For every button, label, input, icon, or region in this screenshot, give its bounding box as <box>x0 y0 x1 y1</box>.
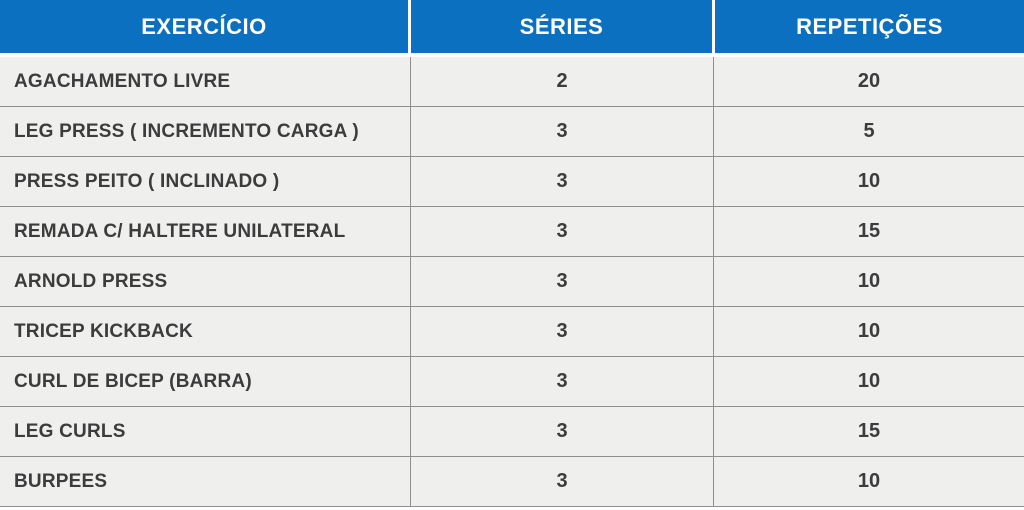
column-header-series: SÉRIES <box>411 0 712 53</box>
table-row: TRICEP KICKBACK 3 10 <box>0 307 1024 357</box>
table-row: LEG CURLS 3 15 <box>0 407 1024 457</box>
exercise-name: LEG CURLS <box>14 420 126 442</box>
repetitions-value: 20 <box>713 57 1024 106</box>
series-value: 3 <box>410 157 713 206</box>
table-row: LEG PRESS ( INCREMENTO CARGA ) 3 5 <box>0 107 1024 157</box>
table-body: AGACHAMENTO LIVRE 2 20 LEG PRESS ( INCRE… <box>0 57 1024 507</box>
repetitions-value: 10 <box>713 307 1024 356</box>
series-value: 3 <box>410 357 713 406</box>
repetitions-value: 15 <box>713 207 1024 256</box>
table-row: ARNOLD PRESS 3 10 <box>0 257 1024 307</box>
exercise-name: BURPEES <box>14 470 108 492</box>
series-value: 3 <box>410 257 713 306</box>
table-row: CURL DE BICEP (BARRA) 3 10 <box>0 357 1024 407</box>
table-row: BURPEES 3 10 <box>0 457 1024 507</box>
series-value: 2 <box>410 57 713 106</box>
exercise-name: AGACHAMENTO LIVRE <box>14 70 231 92</box>
series-value: 3 <box>410 207 713 256</box>
exercise-name: TRICEP KICKBACK <box>14 320 193 342</box>
series-value: 3 <box>410 107 713 156</box>
table-row: PRESS PEITO ( INCLINADO ) 3 10 <box>0 157 1024 207</box>
exercise-name: ARNOLD PRESS <box>14 270 168 292</box>
repetitions-value: 10 <box>713 257 1024 306</box>
column-header-repeticoes: REPETIÇÕES <box>715 0 1024 53</box>
series-value: 3 <box>410 457 713 506</box>
table-row: REMADA C/ HALTERE UNILATERAL 3 15 <box>0 207 1024 257</box>
repetitions-value: 5 <box>713 107 1024 156</box>
series-value: 3 <box>410 407 713 456</box>
repetitions-value: 15 <box>713 407 1024 456</box>
exercise-name: LEG PRESS ( INCREMENTO CARGA ) <box>14 120 359 142</box>
series-value: 3 <box>410 307 713 356</box>
exercise-name: PRESS PEITO ( INCLINADO ) <box>14 170 280 192</box>
exercise-name: REMADA C/ HALTERE UNILATERAL <box>14 220 346 242</box>
repetitions-value: 10 <box>713 157 1024 206</box>
exercise-name: CURL DE BICEP (BARRA) <box>14 370 252 392</box>
column-header-exercicio: EXERCÍCIO <box>0 0 408 53</box>
table-row: AGACHAMENTO LIVRE 2 20 <box>0 57 1024 107</box>
repetitions-value: 10 <box>713 357 1024 406</box>
table-header-row: EXERCÍCIO SÉRIES REPETIÇÕES <box>0 0 1024 53</box>
repetitions-value: 10 <box>713 457 1024 506</box>
